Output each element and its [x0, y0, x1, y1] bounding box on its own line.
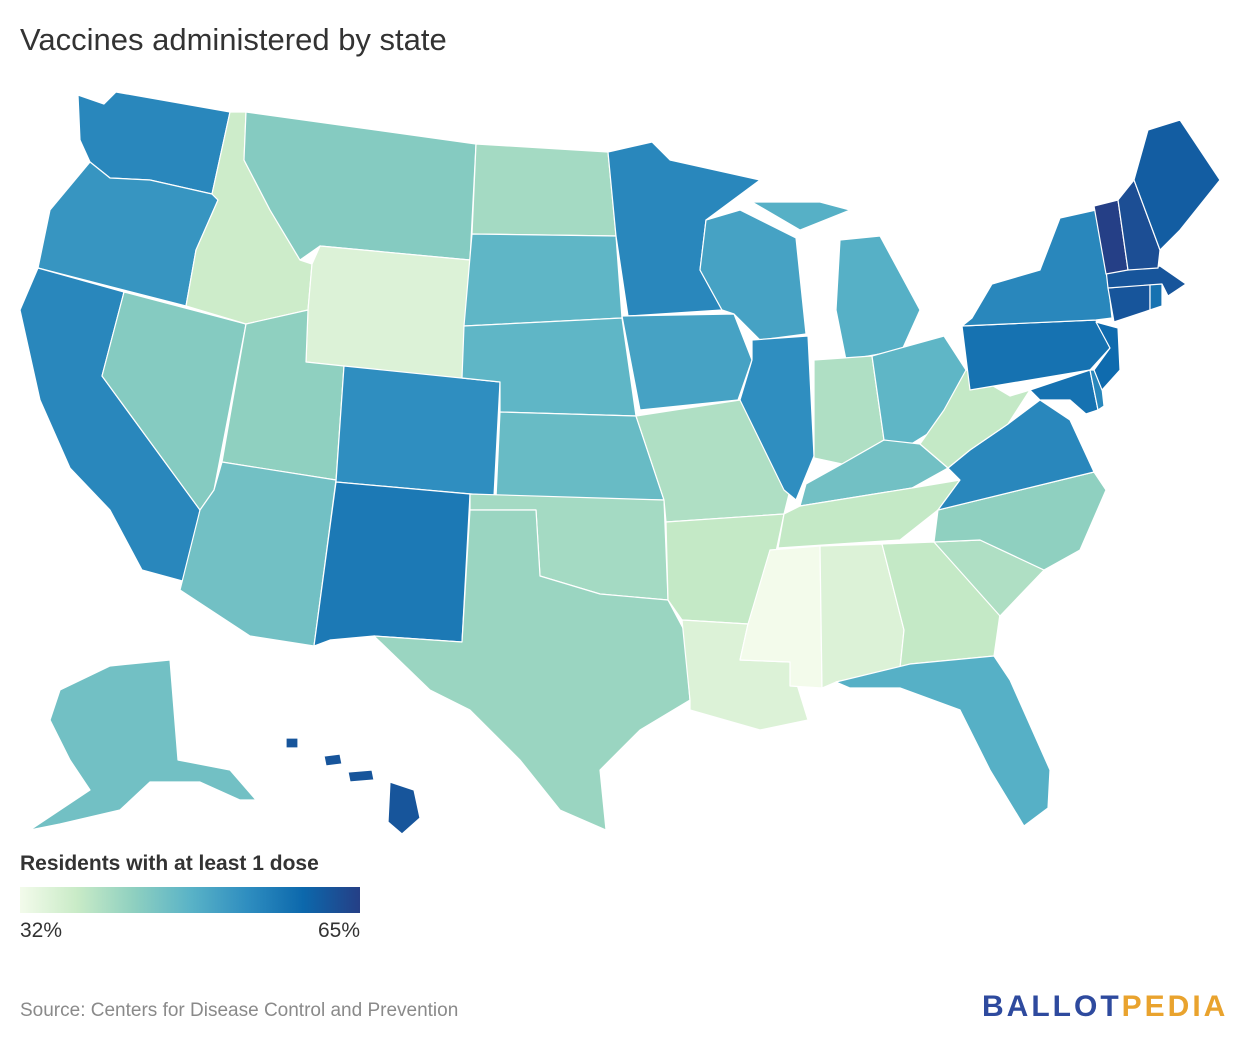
state-ak[interactable] — [29, 659, 257, 831]
legend-title: Residents with at least 1 dose — [20, 852, 319, 875]
state-ct[interactable] — [1107, 283, 1151, 323]
state-nc[interactable] — [933, 471, 1107, 571]
legend-color-scale — [20, 887, 360, 913]
state-ri[interactable] — [1149, 283, 1163, 311]
state-nj[interactable] — [1093, 321, 1121, 391]
state-sd[interactable] — [463, 233, 623, 327]
state-ia[interactable] — [621, 313, 753, 411]
state-wy[interactable] — [305, 245, 471, 381]
logo-part-1: BALLOT — [982, 990, 1122, 1023]
source-note: Source: Centers for Disease Control and … — [20, 1000, 459, 1021]
map-title: Vaccines administered by state — [20, 22, 447, 57]
state-nd[interactable] — [471, 143, 617, 237]
ballotpedia-logo[interactable]: BALLOTPEDIA — [982, 990, 1228, 1024]
logo-part-2: PEDIA — [1121, 990, 1229, 1023]
state-tx[interactable] — [373, 509, 691, 831]
state-ma[interactable] — [1105, 265, 1187, 297]
state-fl[interactable] — [835, 655, 1051, 827]
us-choropleth-map — [19, 91, 1221, 835]
state-me[interactable] — [1133, 119, 1221, 251]
state-ny[interactable] — [961, 209, 1113, 327]
legend-max-label: 65% — [317, 919, 360, 942]
state-nm[interactable] — [313, 481, 471, 647]
state-il[interactable] — [739, 335, 815, 501]
state-nh[interactable] — [1117, 179, 1161, 271]
state-hi[interactable] — [285, 737, 421, 835]
state-co[interactable] — [335, 365, 501, 497]
legend-min-label: 32% — [20, 919, 63, 942]
